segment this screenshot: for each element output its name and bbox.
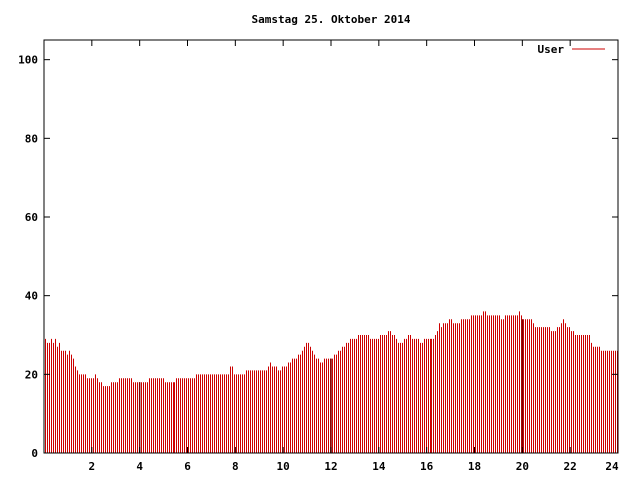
x-tick-label: 2: [89, 460, 96, 473]
chart-title: Samstag 25. Oktober 2014: [252, 13, 411, 26]
y-tick-label: 20: [25, 368, 38, 381]
x-tick-label: 14: [372, 460, 386, 473]
x-tick-label: 8: [232, 460, 239, 473]
x-tick-label: 22: [564, 460, 577, 473]
x-tick-label: 10: [277, 460, 290, 473]
x-tick-label: 20: [516, 460, 529, 473]
y-tick-label: 60: [25, 211, 38, 224]
x-tick-label: 12: [324, 460, 337, 473]
x-tick-label: 4: [136, 460, 143, 473]
x-tick-label: 6: [184, 460, 191, 473]
y-tick-label: 40: [25, 290, 38, 303]
legend-label-user: User: [538, 43, 565, 56]
y-tick-label: 80: [25, 132, 38, 145]
x-tick-label: 24: [605, 460, 619, 473]
y-tick-label: 0: [31, 447, 38, 460]
x-axis: 2 4 6 8 10 12 14 16 18 20 22 24: [89, 40, 619, 473]
x-tick-label: 16: [420, 460, 434, 473]
bars-layer: [45, 311, 618, 453]
y-axis: 0 20 40 60 80 100: [18, 54, 618, 460]
legend: User: [538, 43, 605, 56]
x-tick-label: 18: [468, 460, 481, 473]
y-tick-label: 100: [18, 54, 38, 67]
